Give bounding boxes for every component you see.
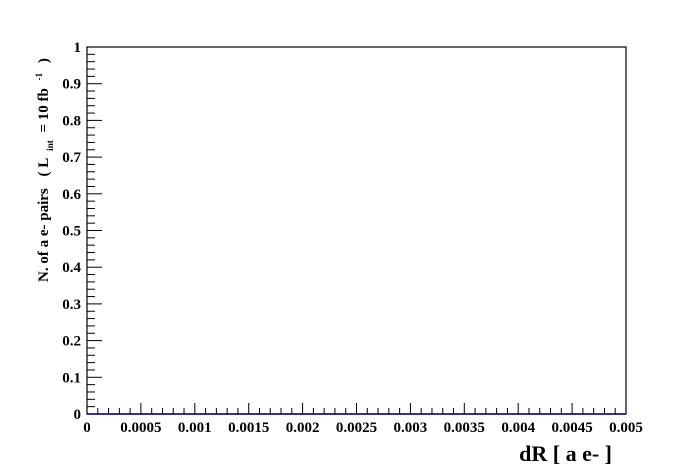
x-axis-ticks xyxy=(86,403,627,414)
x-tick-label: 0.001 xyxy=(178,420,212,436)
y-tick-label: 0.7 xyxy=(62,150,81,166)
y-axis-label-sub: int xyxy=(45,140,55,151)
y-tick-label: 0.8 xyxy=(62,113,81,129)
x-tick-label: 0.0005 xyxy=(120,420,161,436)
y-tick-label: 0.2 xyxy=(62,334,81,350)
x-tick-label: 0.004 xyxy=(501,420,535,436)
y-axis-label-main: N. of a e- pairs xyxy=(36,188,52,282)
y-tick-label: 0.5 xyxy=(62,224,81,240)
x-tick-label: 0 xyxy=(83,420,91,436)
y-tick-label: 1 xyxy=(74,40,82,56)
y-axis-label-close: ) xyxy=(36,58,52,63)
x-tick-label: 0.0035 xyxy=(444,420,485,436)
x-tick-label: 0.0045 xyxy=(551,420,592,436)
x-tick-label: 0.0025 xyxy=(336,420,377,436)
y-tick-label: 0.3 xyxy=(62,297,81,313)
y-tick-label: 0.9 xyxy=(62,77,81,93)
y-axis-label-eq: = 10 fb xyxy=(36,88,52,132)
y-axis-ticks xyxy=(87,46,102,415)
x-tick-label: 0.0015 xyxy=(228,420,269,436)
x-tick-label: 0.005 xyxy=(609,420,643,436)
x-axis-tick-labels: 0 0.0005 0.001 0.0015 0.002 0.0025 0.003 0.0035… xyxy=(83,420,643,436)
y-tick-label: 0.1 xyxy=(62,370,81,386)
y-tick-label: 0.6 xyxy=(62,187,81,203)
y-tick-label: 0 xyxy=(74,407,82,423)
y-axis-label-open: ( L xyxy=(36,158,52,177)
y-axis-tick-labels: 0 0.1 0.2 0.3 0.4 0.5 0.6 0.7 0.8 0.9 1 xyxy=(62,40,81,423)
plot-frame xyxy=(86,46,627,415)
x-tick-label: 0.003 xyxy=(394,420,428,436)
y-axis-label-sup: -1 xyxy=(34,72,44,80)
x-axis-label: dR [ a e- ] xyxy=(519,441,612,466)
x-tick-label: 0.002 xyxy=(286,420,320,436)
y-tick-label: 0.4 xyxy=(62,260,81,276)
y-axis-label: N. of a e- pairs ( L int = 10 fb -1 ) xyxy=(30,58,57,282)
